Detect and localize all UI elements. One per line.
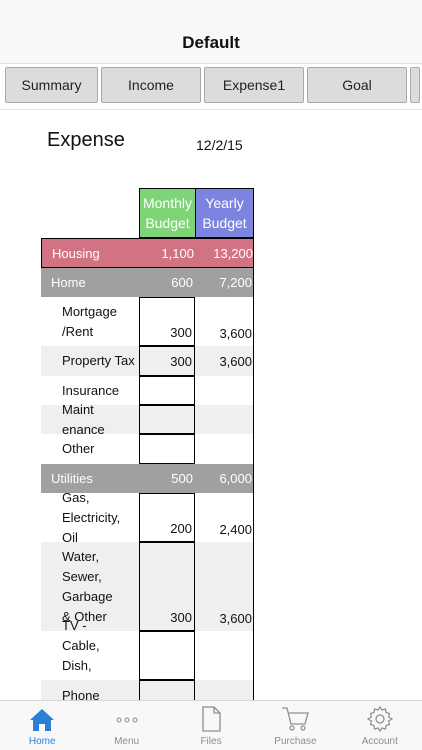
monthly-input[interactable]: 300 — [139, 297, 195, 346]
row-maintenance[interactable]: Maint enance — [41, 401, 254, 437]
row-home[interactable]: Home 600 7,200 — [41, 268, 254, 297]
bottom-tab-bar: Home Menu Files Purchase Account — [0, 700, 422, 750]
more-dots-icon — [116, 717, 138, 723]
yearly-value: 3,600 — [219, 611, 252, 626]
yearly-value: 7,200 — [219, 275, 252, 290]
monthly-budget-header: Monthly Budget — [139, 188, 196, 238]
gear-icon — [366, 706, 393, 732]
tab-income[interactable]: Income — [101, 67, 201, 103]
monthly-input[interactable] — [139, 631, 195, 680]
monthly-value: 500 — [171, 471, 193, 486]
yearly-value: 6,000 — [219, 471, 252, 486]
row-label: Home — [51, 275, 86, 290]
file-icon — [202, 706, 221, 732]
sheet-title: Expense — [47, 129, 125, 151]
tab-summary[interactable]: Summary — [5, 67, 98, 103]
yearly-value: 3,600 — [219, 353, 252, 369]
tab-more[interactable] — [410, 67, 420, 103]
row-label: Maint enance — [62, 401, 105, 437]
monthly-input[interactable]: 300 — [139, 346, 195, 376]
row-label: Gas, Electricity, Oil — [62, 489, 121, 545]
yearly-value — [195, 376, 254, 405]
yearly-value — [195, 434, 254, 464]
row-gas-electricity-oil[interactable]: Gas, Electricity, Oil 200 2,400 — [41, 489, 254, 545]
tab-expense1[interactable]: Expense1 — [204, 67, 304, 103]
monthly-input[interactable] — [139, 376, 195, 405]
row-label: Property Tax — [62, 353, 135, 368]
table-right-border — [253, 268, 254, 700]
yearly-value: 3,600 — [219, 326, 252, 341]
monthly-input[interactable]: 300 — [139, 542, 195, 631]
yearly-value — [195, 680, 254, 700]
tab-home[interactable]: Home — [0, 701, 84, 750]
row-label: Housing — [52, 245, 100, 261]
row-label: TV - Cable, Dish, Other — [62, 618, 100, 693]
tab-goal[interactable]: Goal — [307, 67, 407, 103]
row-label: Water, Sewer, Garbage & Other — [41, 542, 121, 631]
row-tv-cable[interactable]: TV - Cable, Dish, Other — [41, 618, 254, 693]
tab-files-label: Files — [200, 736, 222, 747]
row-property-tax[interactable]: Property Tax 300 3,600 — [41, 346, 254, 376]
monthly-input[interactable] — [139, 680, 195, 700]
row-label: Mortgage /Rent — [62, 303, 117, 339]
home-icon — [30, 709, 55, 731]
row-label: Other — [62, 441, 95, 456]
navigation-bar: Default — [0, 0, 422, 64]
tabs-divider — [0, 109, 422, 110]
cart-icon — [282, 707, 310, 731]
yearly-value — [195, 631, 254, 680]
row-label: Phone — [62, 688, 100, 700]
row-phone[interactable]: Phone — [41, 680, 254, 700]
yearly-value: 13,200 — [213, 245, 253, 261]
tab-account-label: Account — [361, 736, 398, 747]
nav-title: Default — [182, 33, 240, 52]
row-label-text: Water, Sewer, Garbage & Other — [62, 548, 113, 624]
monthly-input[interactable]: 200 — [139, 493, 195, 542]
row-label: Utilities — [51, 471, 93, 486]
monthly-input[interactable] — [139, 405, 195, 434]
sheet-tabs: Summary Income Expense1 Goal — [0, 67, 422, 107]
tab-home-label: Home — [28, 736, 56, 747]
row-insurance[interactable]: Insurance — [41, 376, 254, 405]
tab-account[interactable]: Account — [338, 701, 422, 750]
row-mortgage-rent[interactable]: Mortgage /Rent 300 3,600 — [41, 297, 254, 346]
tab-menu[interactable]: Menu — [84, 701, 168, 750]
sheet-date: 12/2/15 — [196, 137, 243, 153]
tab-purchase-label: Purchase — [274, 736, 317, 747]
row-housing[interactable]: Housing 1,100 13,200 — [41, 238, 254, 268]
tab-files[interactable]: Files — [169, 701, 253, 750]
row-label: Insurance — [62, 382, 120, 398]
tab-purchase[interactable]: Purchase — [253, 701, 337, 750]
tab-menu-label: Menu — [114, 736, 140, 747]
yearly-value: 2,400 — [219, 522, 252, 537]
yearly-budget-header: Yearly Budget — [195, 188, 254, 238]
monthly-value: 1,100 — [161, 245, 194, 261]
monthly-input[interactable] — [139, 434, 195, 464]
row-water-sewer-garbage[interactable]: Water, Sewer, Garbage & Other 300 3,600 — [41, 542, 254, 631]
row-utilities[interactable]: Utilities 500 6,000 — [41, 464, 254, 493]
yearly-value — [195, 405, 254, 434]
monthly-value: 600 — [171, 275, 193, 290]
row-other[interactable]: Other — [41, 434, 254, 464]
